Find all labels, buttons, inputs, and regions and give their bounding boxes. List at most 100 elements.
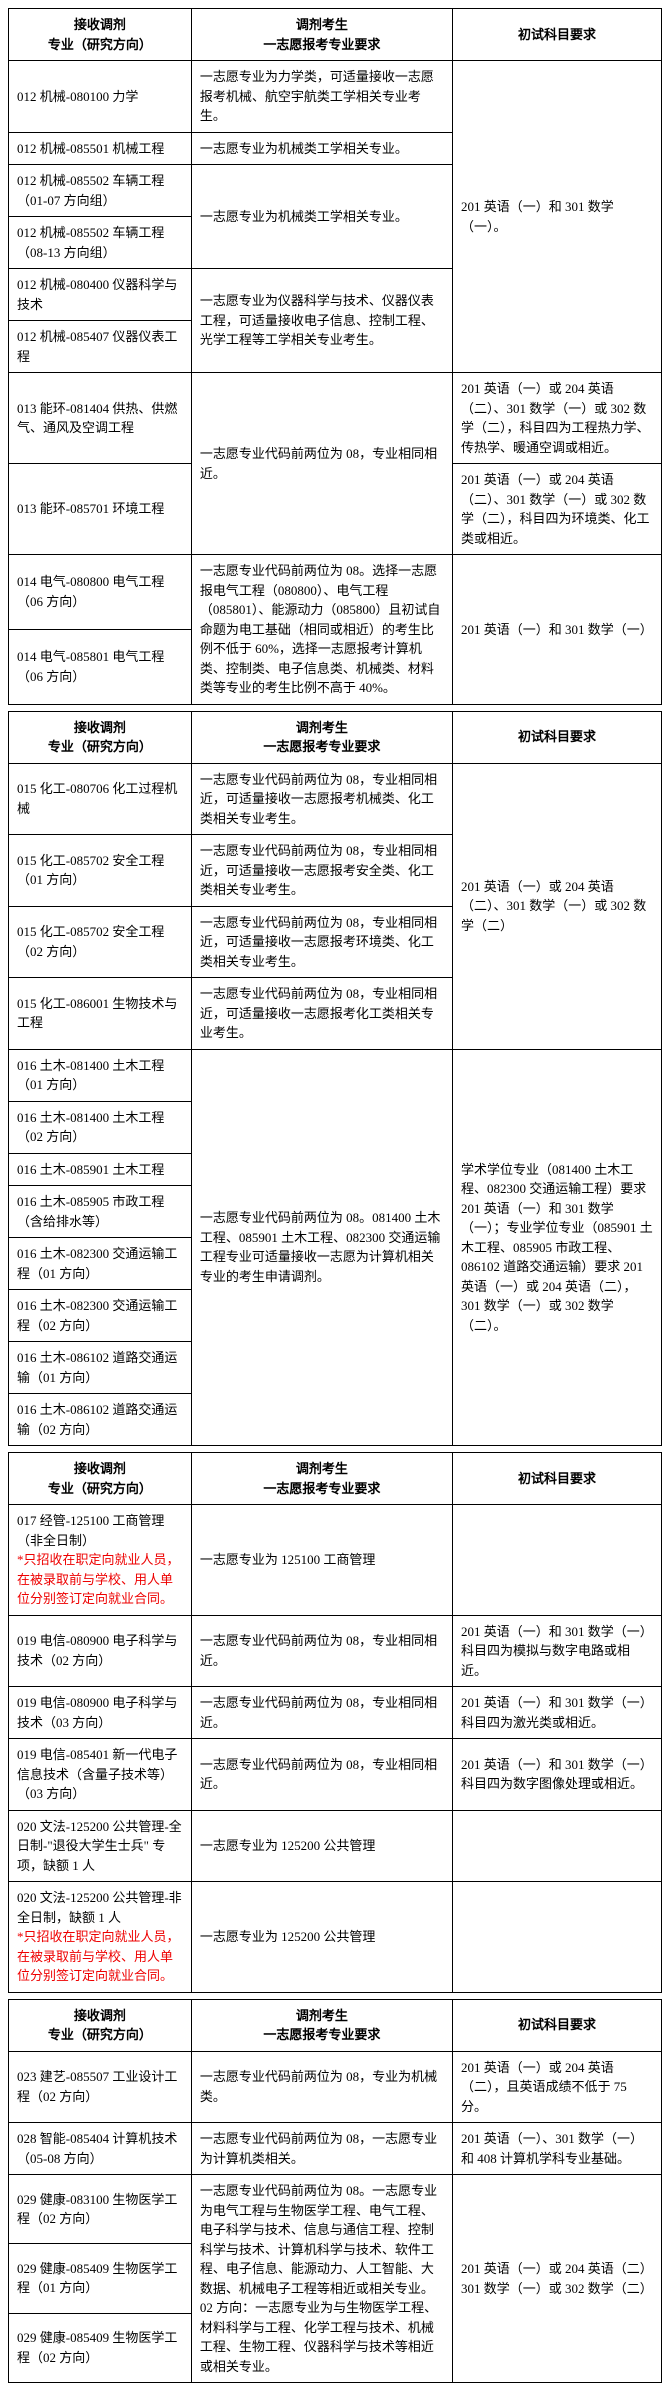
- cell: 012 机械-085407 仪器仪表工程: [9, 321, 192, 373]
- cell: 019 电信-080900 电子科学与技术（02 方向）: [9, 1615, 192, 1687]
- cell: 016 土木-085905 市政工程（含给排水等）: [9, 1186, 192, 1238]
- cell: 201 英语（一）和 301 数学（一）: [453, 555, 662, 705]
- cell: 一志愿专业代码前两位为 08。081400 土木工程、085901 土木工程、0…: [191, 1049, 452, 1446]
- cell: 一志愿专业代码前两位为 08。一志愿专业为电气工程与生物医学工程、电气工程、电子…: [191, 2175, 452, 2383]
- table-4: 接收调剂专业（研究方向） 调剂考生一志愿报考专业要求 初试科目要求 023 建艺…: [8, 1999, 662, 2384]
- cell: 016 土木-082300 交通运输工程（01 方向）: [9, 1238, 192, 1290]
- cell: 015 化工-086001 生物技术与工程: [9, 978, 192, 1050]
- cell: 一志愿专业为机械类工学相关专业。: [191, 165, 452, 269]
- cell: 012 机械-080400 仪器科学与技术: [9, 269, 192, 321]
- cell: 一志愿专业代码前两位为 08，专业相同相近。: [191, 1739, 452, 1811]
- table-row: 023 建艺-085507 工业设计工程（02 方向）一志愿专业代码前两位为 0…: [9, 2051, 662, 2123]
- cell: 029 健康-083100 生物医学工程（02 方向）: [9, 2175, 192, 2244]
- cell: [453, 1882, 662, 1993]
- table-1: 接收调剂专业（研究方向） 调剂考生一志愿报考专业要求 初试科目要求 012 机械…: [8, 8, 662, 705]
- table-row: 012 机械-080100 力学一志愿专业为力学类，可适量接收一志愿报考机械、航…: [9, 61, 662, 133]
- col3-header: 初试科目要求: [453, 1453, 662, 1505]
- table-row: 020 文法-125200 公共管理-非全日制，缺额 1 人*只招收在职定向就业…: [9, 1882, 662, 1993]
- cell: 014 电气-085801 电气工程（06 方向）: [9, 629, 192, 704]
- cell: 一志愿专业代码前两位为 08，一志愿专业为计算机类相关。: [191, 2123, 452, 2175]
- cell: 015 化工-085702 安全工程（01 方向）: [9, 835, 192, 907]
- cell: 一志愿专业代码前两位为 08，专业为机械类。: [191, 2051, 452, 2123]
- cell: 029 健康-085409 生物医学工程（02 方向）: [9, 2313, 192, 2382]
- cell: 一志愿专业为仪器科学与技术、仪器仪表工程，可适量接收电子信息、控制工程、光学工程…: [191, 269, 452, 373]
- cell: 201 英语（一）或 204 英语（二）、301 数学（一）或 302 数学（二…: [453, 763, 662, 1049]
- cell: 201 英语（一）或 204 英语（二）、301 数学（一）或 302 数学（二…: [453, 464, 662, 555]
- cell: 一志愿专业代码前两位为 08，专业相同相近。: [191, 1687, 452, 1739]
- cell: 016 土木-086102 道路交通运输（01 方向）: [9, 1342, 192, 1394]
- table-row: 017 经管-125100 工商管理（非全日制）*只招收在职定向就业人员，在被录…: [9, 1505, 662, 1616]
- cell: 201 英语（一）和 301 数学（一）科目四为模拟与数字电路或相近。: [453, 1615, 662, 1687]
- header-row: 接收调剂专业（研究方向） 调剂考生一志愿报考专业要求 初试科目要求: [9, 1999, 662, 2051]
- table-row: 019 电信-080900 电子科学与技术（02 方向）一志愿专业代码前两位为 …: [9, 1615, 662, 1687]
- col3-header: 初试科目要求: [453, 9, 662, 61]
- table-2: 接收调剂专业（研究方向） 调剂考生一志愿报考专业要求 初试科目要求 015 化工…: [8, 711, 662, 1447]
- cell: 201 英语（一）或 204 英语（二），且英语成绩不低于 75 分。: [453, 2051, 662, 2123]
- cell: 019 电信-080900 电子科学与技术（03 方向）: [9, 1687, 192, 1739]
- cell: [453, 1505, 662, 1616]
- cell: 017 经管-125100 工商管理（非全日制）*只招收在职定向就业人员，在被录…: [9, 1505, 192, 1616]
- table-row: 016 土木-081400 土木工程（01 方向）一志愿专业代码前两位为 08。…: [9, 1049, 662, 1101]
- cell: 012 机械-085502 车辆工程（01-07 方向组）: [9, 165, 192, 217]
- cell: 016 土木-085901 土木工程: [9, 1153, 192, 1186]
- cell: 012 机械-085501 机械工程: [9, 132, 192, 165]
- cell: 201 英语（一）和 301 数学（一）科目四为激光类或相近。: [453, 1687, 662, 1739]
- cell: 学术学位专业（081400 土木工程、082300 交通运输工程）要求 201 …: [453, 1049, 662, 1446]
- cell: 201 英语（一）或 204 英语（二）301 数学（一）或 302 数学（二）: [453, 2175, 662, 2383]
- cell: 028 智能-085404 计算机技术（05-08 方向）: [9, 2123, 192, 2175]
- cell: 一志愿专业为 125200 公共管理: [191, 1810, 452, 1882]
- table-row: 029 健康-083100 生物医学工程（02 方向）一志愿专业代码前两位为 0…: [9, 2175, 662, 2244]
- table-row: 020 文法-125200 公共管理-全日制-"退役大学生士兵" 专项，缺额 1…: [9, 1810, 662, 1882]
- cell: 一志愿专业代码前两位为 08，专业相同相近，可适量接收一志愿报考化工类相关专业考…: [191, 978, 452, 1050]
- cell: 016 土木-081400 土木工程（01 方向）: [9, 1049, 192, 1101]
- cell: 一志愿专业代码前两位为 08，专业相同相近，可适量接收一志愿报考机械类、化工类相…: [191, 763, 452, 835]
- cell: 一志愿专业为机械类工学相关专业。: [191, 132, 452, 165]
- cell: 013 能环-085701 环境工程: [9, 464, 192, 555]
- cell: 029 健康-085409 生物医学工程（01 方向）: [9, 2244, 192, 2313]
- header-row: 接收调剂专业（研究方向） 调剂考生一志愿报考专业要求 初试科目要求: [9, 1453, 662, 1505]
- cell: 016 土木-082300 交通运输工程（02 方向）: [9, 1290, 192, 1342]
- cell: 201 英语（一）、301 数学（一）和 408 计算机学科专业基础。: [453, 2123, 662, 2175]
- cell: 019 电信-085401 新一代电子信息技术（含量子技术等）（03 方向）: [9, 1739, 192, 1811]
- cell: 013 能环-081404 供热、供燃气、通风及空调工程: [9, 373, 192, 464]
- cell: 一志愿专业代码前两位为 08。选择一志愿报电气工程（080800）、电气工程（0…: [191, 555, 452, 705]
- table-row: 013 能环-081404 供热、供燃气、通风及空调工程一志愿专业代码前两位为 …: [9, 373, 662, 464]
- cell: 一志愿专业为力学类，可适量接收一志愿报考机械、航空宇航类工学相关专业考生。: [191, 61, 452, 133]
- cell: 014 电气-080800 电气工程（06 方向）: [9, 555, 192, 630]
- col1-header: 接收调剂专业（研究方向）: [9, 1999, 192, 2051]
- cell: 016 土木-081400 土木工程（02 方向）: [9, 1101, 192, 1153]
- cell: [453, 1810, 662, 1882]
- cell: 一志愿专业代码前两位为 08，专业相同相近。: [191, 373, 452, 555]
- col3-header: 初试科目要求: [453, 1999, 662, 2051]
- cell: 201 英语（一）和 301 数学（一）科目四为数字图像处理或相近。: [453, 1739, 662, 1811]
- cell: 一志愿专业代码前两位为 08，专业相同相近，可适量接收一志愿报考安全类、化工类相…: [191, 835, 452, 907]
- red-note: *只招收在职定向就业人员，在被录取前与学校、用人单位分别签订定向就业合同。: [17, 1552, 180, 1606]
- table-row: 028 智能-085404 计算机技术（05-08 方向）一志愿专业代码前两位为…: [9, 2123, 662, 2175]
- table-row: 015 化工-080706 化工过程机械一志愿专业代码前两位为 08，专业相同相…: [9, 763, 662, 835]
- cell: 一志愿专业代码前两位为 08，专业相同相近，可适量接收一志愿报考环境类、化工类相…: [191, 906, 452, 978]
- cell: 201 英语（一）或 204 英语（二）、301 数学（一）或 302 数学（二…: [453, 373, 662, 464]
- col2-header: 调剂考生一志愿报考专业要求: [191, 9, 452, 61]
- cell: 一志愿专业为 125200 公共管理: [191, 1882, 452, 1993]
- cell: 一志愿专业代码前两位为 08，专业相同相近。: [191, 1615, 452, 1687]
- cell: 023 建艺-085507 工业设计工程（02 方向）: [9, 2051, 192, 2123]
- cell: 015 化工-085702 安全工程（02 方向）: [9, 906, 192, 978]
- col1-header: 接收调剂专业（研究方向）: [9, 1453, 192, 1505]
- table-row: 019 电信-085401 新一代电子信息技术（含量子技术等）（03 方向）一志…: [9, 1739, 662, 1811]
- table-row: 019 电信-080900 电子科学与技术（03 方向）一志愿专业代码前两位为 …: [9, 1687, 662, 1739]
- cell: 012 机械-085502 车辆工程（08-13 方向组）: [9, 217, 192, 269]
- col2-header: 调剂考生一志愿报考专业要求: [191, 1999, 452, 2051]
- cell: 020 文法-125200 公共管理-非全日制，缺额 1 人*只招收在职定向就业…: [9, 1882, 192, 1993]
- table-3: 接收调剂专业（研究方向） 调剂考生一志愿报考专业要求 初试科目要求 017 经管…: [8, 1452, 662, 1993]
- cell: 一志愿专业为 125100 工商管理: [191, 1505, 452, 1616]
- cell: 015 化工-080706 化工过程机械: [9, 763, 192, 835]
- col2-header: 调剂考生一志愿报考专业要求: [191, 711, 452, 763]
- header-row: 接收调剂专业（研究方向） 调剂考生一志愿报考专业要求 初试科目要求: [9, 711, 662, 763]
- cell: 201 英语（一）和 301 数学（一）。: [453, 61, 662, 373]
- col3-header: 初试科目要求: [453, 711, 662, 763]
- table-row: 014 电气-080800 电气工程（06 方向）一志愿专业代码前两位为 08。…: [9, 555, 662, 630]
- red-note: *只招收在职定向就业人员，在被录取前与学校、用人单位分别签订定向就业合同。: [17, 1929, 180, 1983]
- header-row: 接收调剂专业（研究方向） 调剂考生一志愿报考专业要求 初试科目要求: [9, 9, 662, 61]
- col1-header: 接收调剂专业（研究方向）: [9, 9, 192, 61]
- col1-header: 接收调剂专业（研究方向）: [9, 711, 192, 763]
